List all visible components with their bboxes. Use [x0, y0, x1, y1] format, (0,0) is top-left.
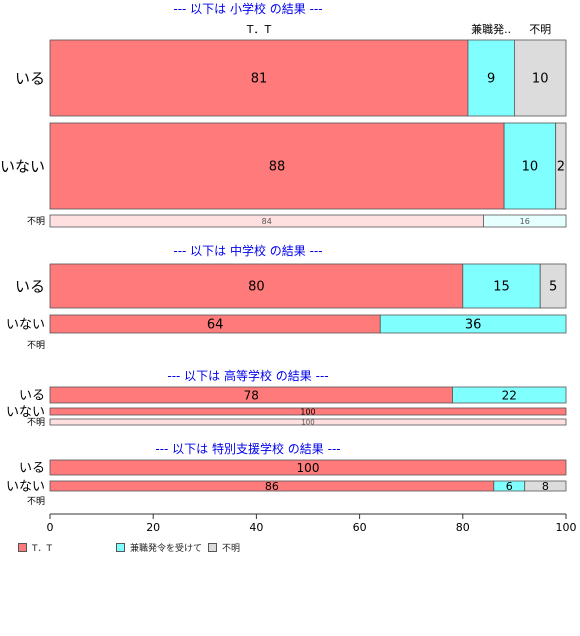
legend-swatch-fumei: [208, 543, 217, 552]
value-label-2-1-0: 100: [300, 407, 315, 416]
bar-segment-2-2-0: [49, 418, 567, 426]
bar-segment-3-1-2: [524, 480, 567, 492]
x-tick-label-0: 0: [47, 521, 54, 534]
bar-segment-1-0-1: [462, 263, 541, 309]
x-tick-label-4: 80: [456, 521, 470, 534]
segment-header-0: T．T: [246, 23, 272, 36]
bar-segment-3-0-0: [49, 459, 567, 476]
bar-segment-0-0-1: [467, 39, 515, 117]
value-label-1-1-1: 36: [465, 318, 482, 333]
row-label-0-1: いない: [0, 157, 45, 175]
segment-header-2: 不明: [529, 23, 551, 36]
value-label-3-1-2: 8: [542, 480, 549, 493]
row-label-3-2: 不明: [27, 496, 45, 507]
bar-segment-1-0-2: [539, 263, 567, 309]
row-label-3-1: いない: [6, 480, 45, 495]
legend-item-fumei: 不明: [208, 541, 240, 554]
value-label-1-0-2: 5: [549, 280, 557, 295]
legend-item-kenshoku: 兼職発令を受けて: [116, 541, 202, 554]
row-label-2-1: いない: [6, 405, 45, 420]
bar-segment-1-0-0: [49, 263, 464, 309]
value-label-0-1-2: 2: [557, 160, 565, 175]
bar-segment-0-0-2: [514, 39, 567, 117]
value-label-1-1-0: 64: [207, 318, 224, 333]
legend-label-fumei: 不明: [222, 544, 241, 554]
legend-swatch-tt: [18, 543, 27, 552]
row-label-1-2: 不明: [27, 340, 45, 351]
value-label-2-2-0: 100: [301, 419, 314, 427]
row-label-2-2: 不明: [27, 417, 45, 428]
value-label-0-0-0: 81: [251, 72, 268, 87]
row-label-3-0: いる: [19, 461, 45, 476]
legend-label-kenshoku: 兼職発令を受けて: [130, 544, 203, 554]
value-label-2-0-0: 78: [244, 388, 259, 402]
bar-segment-0-1-1: [503, 122, 557, 210]
x-tick-label-2: 40: [249, 521, 263, 534]
group-title-0: --- 以下は 小学校 の結果 ---: [173, 1, 322, 16]
value-label-0-2-1: 16: [520, 217, 530, 226]
segment-header-1: 兼職発..: [471, 22, 511, 36]
value-label-0-2-0: 84: [262, 217, 272, 226]
value-label-3-1-0: 86: [265, 480, 279, 493]
bar-segment-0-1-0: [49, 122, 505, 210]
legend-item-tt: T．T: [18, 541, 52, 554]
bar-segment-0-1-2: [555, 122, 567, 210]
value-label-3-1-1: 6: [506, 480, 513, 493]
bar-segment-2-1-0: [49, 407, 567, 416]
value-label-1-0-1: 15: [493, 280, 510, 295]
value-label-2-0-1: 22: [502, 388, 517, 402]
row-label-1-0: いる: [15, 277, 45, 295]
value-label-0-1-1: 10: [522, 160, 539, 175]
value-label-0-1-0: 88: [269, 160, 286, 175]
row-label-0-0: いる: [15, 69, 45, 87]
bar-segment-2-0-1: [452, 386, 567, 404]
row-label-1-1: いない: [6, 318, 45, 333]
bar-segment-0-0-0: [49, 39, 469, 117]
value-label-1-0-0: 80: [248, 280, 265, 295]
value-label-3-0-0: 100: [297, 461, 320, 475]
bar-segment-0-2-1: [483, 214, 567, 228]
legend-swatch-kenshoku: [116, 543, 125, 552]
row-label-0-2: 不明: [27, 216, 45, 227]
x-tick-label-3: 60: [353, 521, 367, 534]
x-tick-label-5: 100: [556, 521, 577, 534]
value-label-0-0-1: 9: [487, 72, 495, 87]
group-title-2: --- 以下は 高等学校 の結果 ---: [167, 368, 328, 383]
x-tick-label-1: 20: [146, 521, 160, 534]
row-label-2-0: いる: [19, 389, 45, 404]
group-title-3: --- 以下は 特別支援学校 の結果 ---: [155, 441, 340, 456]
value-label-0-0-2: 10: [532, 72, 549, 87]
legend-label-tt: T．T: [32, 544, 52, 554]
group-title-1: --- 以下は 中学校 の結果 ---: [173, 243, 322, 258]
bar-segment-1-1-1: [379, 314, 567, 334]
